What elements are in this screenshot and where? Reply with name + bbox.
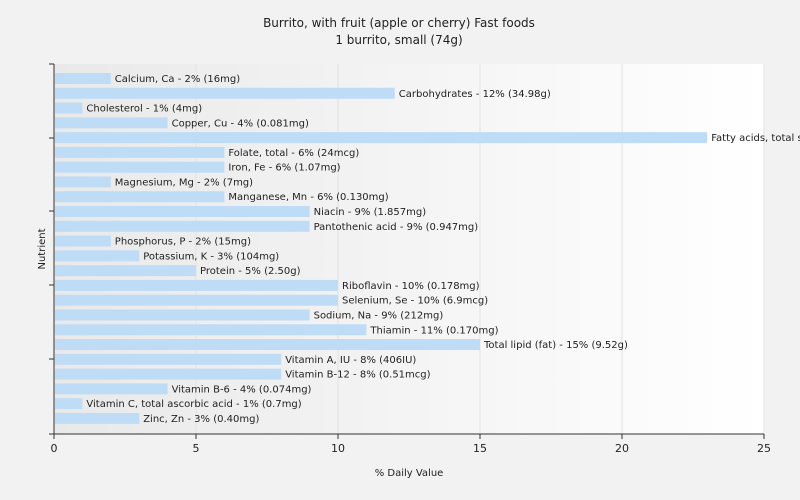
bar [55,87,395,99]
bar [55,412,140,424]
chart-subtitle: 1 burrito, small (74g) [335,33,462,47]
bar-label: Riboflavin - 10% (0.178mg) [342,281,480,292]
bar [55,368,282,380]
x-tick-label: 15 [473,442,487,455]
bar [55,73,111,84]
bar [55,146,225,158]
bar [55,294,338,306]
bar-label: Manganese, Mn - 6% (0.130mg) [228,192,388,203]
bar-label: Selenium, Se - 10% (6.9mcg) [342,296,488,307]
bar [55,235,111,247]
x-tick-label: 20 [615,442,629,455]
bar [55,176,111,188]
bar-label: Niacin - 9% (1.857mg) [314,207,427,218]
bar [55,339,480,351]
bar [55,353,282,365]
x-axis-title: % Daily Value [375,468,444,479]
bar-label: Fatty acids, total saturated - 23% (4.57… [711,133,800,144]
bar-label: Carbohydrates - 12% (34.98g) [399,89,551,100]
bar-label: Iron, Fe - 6% (1.07mg) [228,163,340,174]
bar [55,161,225,173]
bar-label: Vitamin B-12 - 8% (0.51mcg) [285,370,430,381]
bar-label: Total lipid (fat) - 15% (9.52g) [483,340,628,351]
bar-label: Protein - 5% (2.50g) [200,266,301,277]
x-tick-label: 0 [51,442,58,455]
bar [55,309,310,321]
bar [55,206,310,218]
bar-label: Calcium, Ca - 2% (16mg) [115,74,240,85]
bars [55,73,708,424]
bar [55,383,168,395]
bar [55,191,225,203]
bar [55,117,168,129]
bar-label: Pantothenic acid - 9% (0.947mg) [314,222,479,233]
bar [55,398,83,410]
bar [55,265,196,277]
x-axis-ticks: 0 5 10 15 20 25 [51,434,771,455]
bar [55,102,83,114]
chart-title: Burrito, with fruit (apple or cherry) Fa… [263,16,535,30]
axes [49,63,764,435]
bar-label: Potassium, K - 3% (104mg) [143,251,279,262]
bar-label: Thiamin - 11% (0.170mg) [369,325,498,336]
bar-label: Zinc, Zn - 3% (0.40mg) [143,414,259,425]
y-axis-title: Nutrient [37,228,48,269]
x-tick-label: 25 [757,442,771,455]
bar-label: Sodium, Na - 9% (212mg) [314,310,444,321]
bar [55,132,708,144]
bar-labels: Calcium, Ca - 2% (16mg) Carbohydrates - 1… [86,74,800,425]
x-tick-label: 10 [331,442,345,455]
bar-label: Vitamin A, IU - 8% (406IU) [285,355,416,366]
bar-label: Copper, Cu - 4% (0.081mg) [172,118,309,129]
bar [55,250,140,262]
bar-label: Cholesterol - 1% (4mg) [86,104,202,115]
bar-label: Magnesium, Mg - 2% (7mg) [115,177,253,188]
bar [55,324,367,336]
bar [55,220,310,232]
bar-label: Vitamin C, total ascorbic acid - 1% (0.7… [86,399,301,410]
bar [55,279,338,291]
bar-label: Phosphorus, P - 2% (15mg) [115,237,251,248]
bar-label: Vitamin B-6 - 4% (0.074mg) [172,384,312,395]
bar-label: Folate, total - 6% (24mcg) [228,148,359,159]
x-tick-label: 5 [193,442,200,455]
